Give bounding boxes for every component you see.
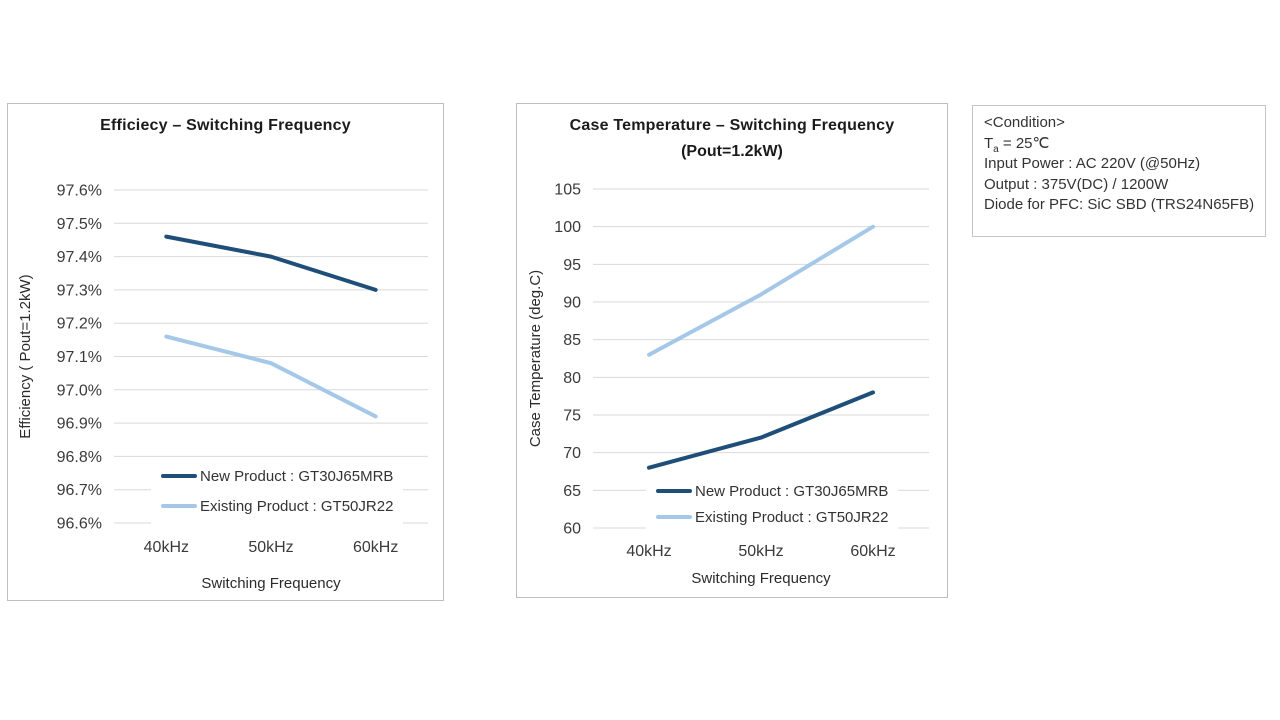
y-axis-title: Case Temperature (deg.C)	[527, 270, 544, 447]
y-tick-label: 70	[563, 445, 581, 462]
condition-line-input-power: Input Power : AC 220V (@50Hz)	[984, 155, 1201, 172]
y-axis-title: Efficiency ( Pout=1.2kW)	[17, 274, 34, 438]
y-tick-label: 60	[563, 521, 581, 538]
y-tick-label: 97.4%	[57, 249, 102, 266]
y-tick-label: 100	[554, 219, 581, 236]
y-tick-label: 75	[563, 408, 581, 425]
efficiency-line-plot: 97.6% 97.5% 97.4% 97.3% 97.2% 97.1% 97.0% 96.9%…	[17, 183, 428, 592]
y-tick-label: 80	[563, 370, 581, 387]
series-line-existing-product	[164, 334, 378, 419]
y-tick-label: 65	[563, 483, 581, 500]
y-tick-label: 85	[563, 332, 581, 349]
case-temperature-chart-panel: Case Temperature – Switching Frequency (…	[516, 103, 948, 598]
legend-swatch-existing-product	[656, 515, 692, 519]
legend-label-existing-product: Existing Product : GT50JR22	[695, 508, 889, 526]
chart-title: Efficiecy – Switching Frequency	[100, 117, 351, 134]
legend-label-new-product: New Product : GT30J65MRB	[200, 467, 394, 485]
x-axis-title: Switching Frequency	[201, 575, 341, 592]
condition-ta-line: Ta = 25℃	[984, 134, 1050, 155]
legend-swatch-existing-product	[161, 504, 197, 508]
y-tick-label: 97.0%	[57, 382, 102, 399]
series-line-existing-product	[647, 224, 875, 357]
y-tick-label: 97.3%	[57, 282, 102, 299]
legend-row-new-product: New Product : GT30J65MRB	[161, 461, 393, 491]
condition-line-output: Output : 375V(DC) / 1200W	[984, 175, 1169, 193]
condition-title: <Condition>	[984, 114, 1065, 131]
efficiency-chart-panel: Efficiecy – Switching Frequency 97.6% 97.…	[7, 103, 444, 601]
y-tick-label: 90	[563, 295, 581, 312]
legend: New Product : GT30J65MRB Existing Produc…	[151, 457, 404, 525]
legend-row-existing-product: Existing Product : GT50JR22	[161, 491, 393, 521]
x-axis-title: Switching Frequency	[691, 570, 831, 587]
x-tick-label: 60kHz	[353, 539, 398, 556]
legend: New Product : GT30J65MRB Existing Produc…	[646, 474, 899, 534]
legend-label-new-product: New Product : GT30J65MRB	[695, 482, 889, 500]
y-tick-label: 96.6%	[57, 516, 102, 533]
y-tick-label: 97.6%	[57, 183, 102, 200]
legend-swatch-new-product	[656, 489, 692, 493]
chart-title: Case Temperature – Switching Frequency	[569, 117, 895, 134]
y-tick-label: 97.1%	[57, 349, 102, 366]
x-tick-label: 50kHz	[248, 539, 293, 556]
series-line-new-product	[164, 234, 378, 292]
y-tick-label: 96.7%	[57, 482, 102, 499]
legend-row-existing-product: Existing Product : GT50JR22	[656, 504, 888, 530]
condition-line-diode: Diode for PFC: SiC SBD (TRS24N65FB)	[984, 196, 1255, 213]
y-tick-label: 96.9%	[57, 416, 102, 433]
x-tick-label: 40kHz	[626, 543, 671, 560]
x-tick-label: 40kHz	[144, 539, 189, 556]
x-tick-label: 50kHz	[738, 543, 783, 560]
y-tick-label: 97.2%	[57, 316, 102, 333]
y-tick-label: 105	[554, 182, 581, 199]
legend-label-existing-product: Existing Product : GT50JR22	[200, 497, 394, 515]
y-tick-label: 96.8%	[57, 449, 102, 466]
y-tick-label: 95	[563, 257, 581, 274]
y-tick-label: 97.5%	[57, 216, 102, 233]
x-tick-label: 60kHz	[850, 543, 895, 560]
condition-box: <Condition> Ta = 25℃ Input Power : AC 22…	[972, 105, 1266, 237]
legend-row-new-product: New Product : GT30J65MRB	[656, 478, 888, 504]
legend-swatch-new-product	[161, 474, 197, 478]
chart-subtitle: (Pout=1.2kW)	[681, 143, 783, 160]
series-line-new-product	[647, 390, 875, 470]
